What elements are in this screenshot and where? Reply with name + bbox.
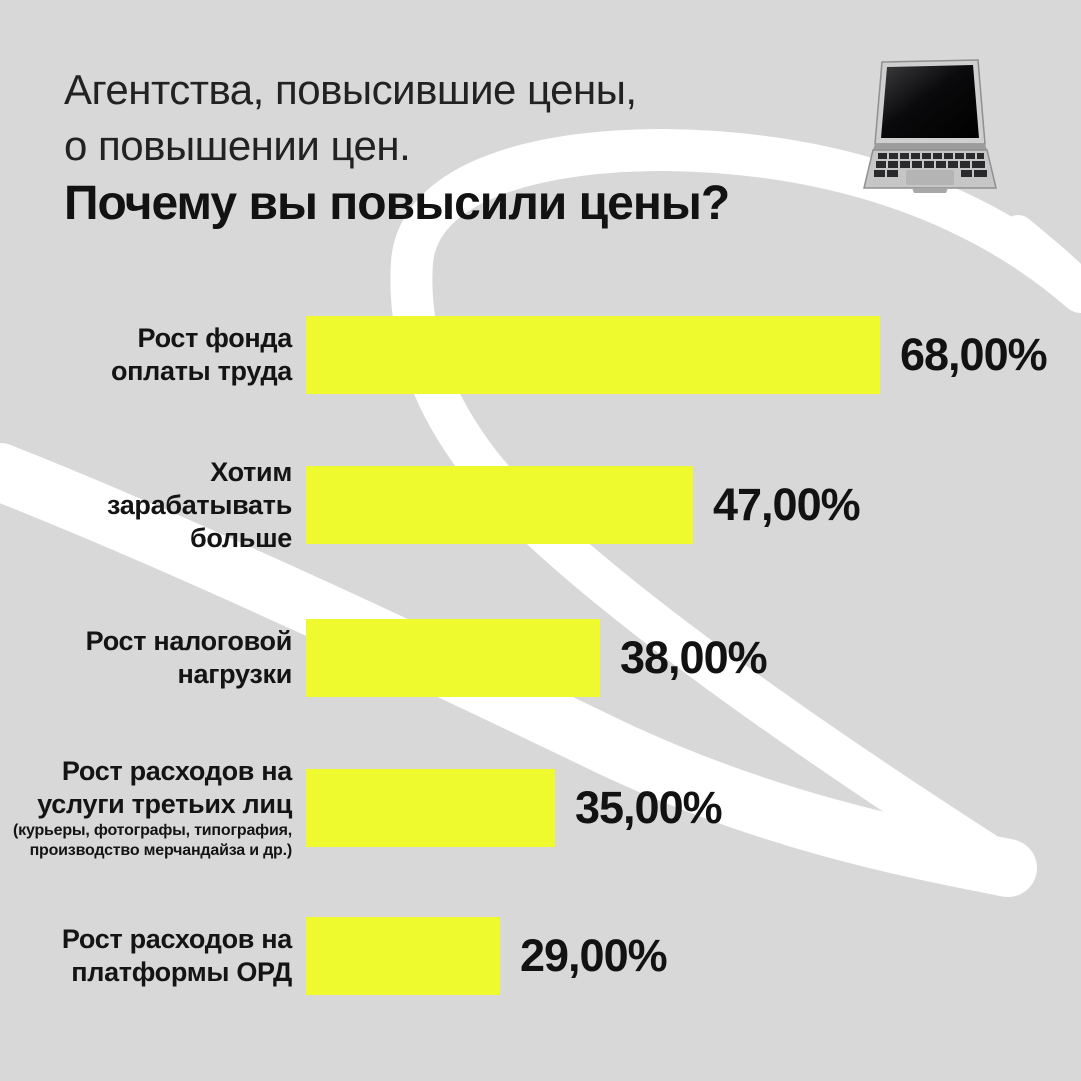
bar-label-line: Рост налоговой <box>85 626 293 656</box>
bar-row: Рост расходов на услуги третьих лиц (курье… <box>0 756 1081 859</box>
bar-value: 29,00% <box>520 930 668 981</box>
bar-label-line: Рост фонда <box>137 323 293 353</box>
bar-label: Рост расходов на услуги третьих лиц (курье… <box>0 755 306 861</box>
bar-label: Рост расходов на платформы ОРД <box>0 923 306 989</box>
bar-row: Рост расходов на платформы ОРД 29,00% <box>0 917 1081 995</box>
bar-label-line: оплаты труда <box>110 356 292 386</box>
bar-label: Рост налоговой нагрузки <box>0 625 306 691</box>
bar-row: Хотим зарабатывать больше 47,00% <box>0 457 1081 553</box>
bar-label-line: зарабатывать <box>106 489 292 520</box>
bar-value: 38,00% <box>620 632 768 683</box>
bar-row: Рост налоговой нагрузки 38,00% <box>0 619 1081 697</box>
bar-row: Рост фонда оплаты труда 68,00% <box>0 316 1081 394</box>
bar-value: 35,00% <box>575 782 723 833</box>
bar-value: 47,00% <box>713 479 861 530</box>
page-title: Почему вы повысили цены? <box>64 177 730 230</box>
bar-sublabel-line: производство мерчандайза и др.) <box>29 842 293 859</box>
bar-label: Рост фонда оплаты труда <box>0 322 306 388</box>
bar <box>306 769 555 847</box>
bar <box>306 316 880 394</box>
laptop-icon <box>863 59 997 193</box>
bar <box>306 619 600 697</box>
bar-label-line: Рост расходов на <box>61 924 292 954</box>
bar-label-line: Хотим <box>210 456 292 487</box>
bar-sublabel-line: (курьеры, фотографы, типография, <box>13 822 292 839</box>
header: Агентства, повысившие цены, о повышении … <box>64 62 730 232</box>
bar-value: 68,00% <box>900 329 1048 380</box>
bar-label-line: услуги третьих лиц <box>37 789 292 819</box>
bar-label-line: нагрузки <box>177 659 293 689</box>
bar <box>306 466 693 544</box>
bar-label: Хотим зарабатывать больше <box>0 456 306 555</box>
bar <box>306 917 500 995</box>
header-subtitle-line-1: Агентства, повысившие цены, <box>64 66 637 113</box>
bar-label-line: больше <box>190 522 292 553</box>
header-subtitle-line-2: о повышении цен. <box>64 122 411 169</box>
bar-label-line: платформы ОРД <box>71 957 292 987</box>
bar-label-line: Рост расходов на <box>61 756 292 786</box>
